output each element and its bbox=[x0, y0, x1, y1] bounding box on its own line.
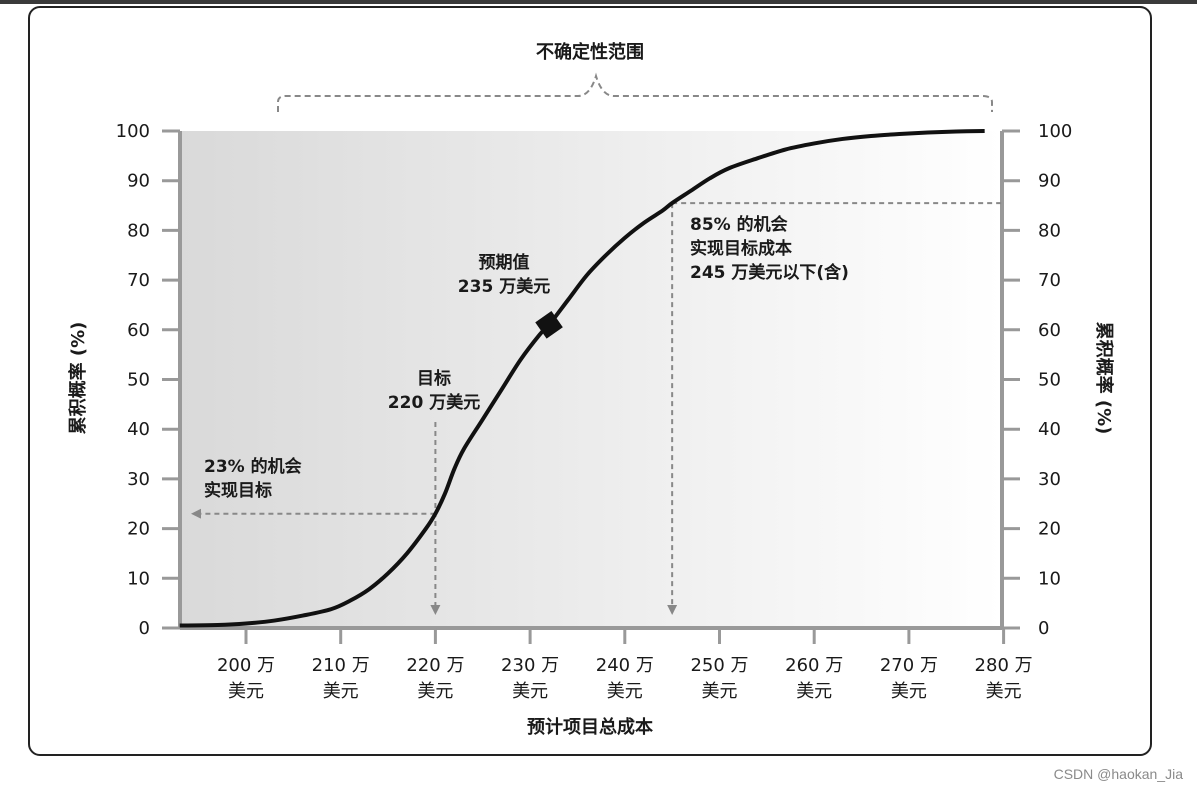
x-tick-label-line1: 220 万 bbox=[406, 655, 464, 676]
x-tick-label-line1: 210 万 bbox=[312, 655, 370, 676]
chance85-label-line2: 实现目标成本 bbox=[690, 238, 792, 259]
x-tick-label-line1: 270 万 bbox=[880, 655, 938, 676]
top-border-bar bbox=[0, 0, 1197, 4]
chance85-label-line1: 85% 的机会 bbox=[690, 214, 788, 235]
x-tick-label-line2: 美元 bbox=[323, 681, 359, 702]
watermark: CSDN @haokan_Jia bbox=[1053, 766, 1183, 782]
y-axis-label-right: 累积概率 (%) bbox=[1093, 322, 1115, 435]
chance23-label-line1: 23% 的机会 bbox=[204, 456, 302, 477]
plot-background bbox=[180, 131, 1002, 628]
y-tick-label-left: 90 bbox=[127, 171, 150, 192]
y-tick-label-left: 100 bbox=[116, 121, 150, 142]
chart-title: 不确定性范围 bbox=[536, 41, 644, 63]
x-tick-label-line2: 美元 bbox=[512, 681, 548, 702]
y-tick-label-right: 0 bbox=[1038, 618, 1049, 639]
x-tick-label-line1: 280 万 bbox=[975, 655, 1033, 676]
x-tick-label-line2: 美元 bbox=[891, 681, 927, 702]
y-tick-label-right: 60 bbox=[1038, 320, 1061, 341]
y-tick-label-left: 70 bbox=[127, 270, 150, 291]
x-tick-label-line2: 美元 bbox=[702, 681, 738, 702]
y-tick-label-left: 50 bbox=[127, 370, 150, 391]
y-axis-label-left: 累积概率 (%) bbox=[67, 322, 89, 435]
y-tick-label-left: 0 bbox=[139, 618, 150, 639]
expected-value-label-line1: 预期值 bbox=[479, 252, 530, 273]
x-tick-label-line2: 美元 bbox=[228, 681, 264, 702]
ticks-group: 0 0 10 10 20 20 30 30 40 40 50 50 60 60 70 70 80 80 90 90 10… bbox=[116, 121, 1073, 702]
chance85-label-line3: 245 万美元以下(含) bbox=[690, 262, 849, 283]
uncertainty-brace bbox=[277, 72, 993, 112]
x-tick-label-line1: 240 万 bbox=[596, 655, 654, 676]
target-label-line1: 目标 bbox=[417, 368, 451, 389]
expected-value-label-line2: 235 万美元 bbox=[458, 276, 550, 297]
chance23-label-line2: 实现目标 bbox=[204, 480, 272, 501]
x-tick-label-line1: 230 万 bbox=[501, 655, 559, 676]
y-tick-label-right: 90 bbox=[1038, 171, 1061, 192]
target-label-line2: 220 万美元 bbox=[388, 392, 480, 413]
y-tick-label-left: 40 bbox=[127, 419, 150, 440]
y-tick-label-left: 80 bbox=[127, 220, 150, 241]
y-tick-label-right: 80 bbox=[1038, 220, 1061, 241]
x-tick-label-line2: 美元 bbox=[986, 681, 1022, 702]
y-tick-label-right: 100 bbox=[1038, 121, 1072, 142]
y-tick-label-left: 20 bbox=[127, 519, 150, 540]
curve-group bbox=[179, 129, 985, 628]
y-tick-label-left: 10 bbox=[127, 568, 150, 589]
y-tick-label-right: 50 bbox=[1038, 370, 1061, 391]
y-tick-label-right: 20 bbox=[1038, 519, 1061, 540]
x-tick-label-line2: 美元 bbox=[607, 681, 643, 702]
y-tick-label-right: 40 bbox=[1038, 419, 1061, 440]
x-tick-label-line1: 260 万 bbox=[785, 655, 843, 676]
x-tick-label-line1: 250 万 bbox=[690, 655, 748, 676]
y-tick-label-left: 30 bbox=[127, 469, 150, 490]
y-tick-label-right: 10 bbox=[1038, 568, 1061, 589]
x-tick-label-line2: 美元 bbox=[796, 681, 832, 702]
x-tick-label-line2: 美元 bbox=[417, 681, 453, 702]
y-tick-label-left: 60 bbox=[127, 320, 150, 341]
x-axis-label: 预计项目总成本 bbox=[527, 716, 653, 738]
y-tick-label-right: 70 bbox=[1038, 270, 1061, 291]
x-tick-label-line1: 200 万 bbox=[217, 655, 275, 676]
expected-value-marker bbox=[535, 311, 563, 339]
y-tick-label-right: 30 bbox=[1038, 469, 1061, 490]
